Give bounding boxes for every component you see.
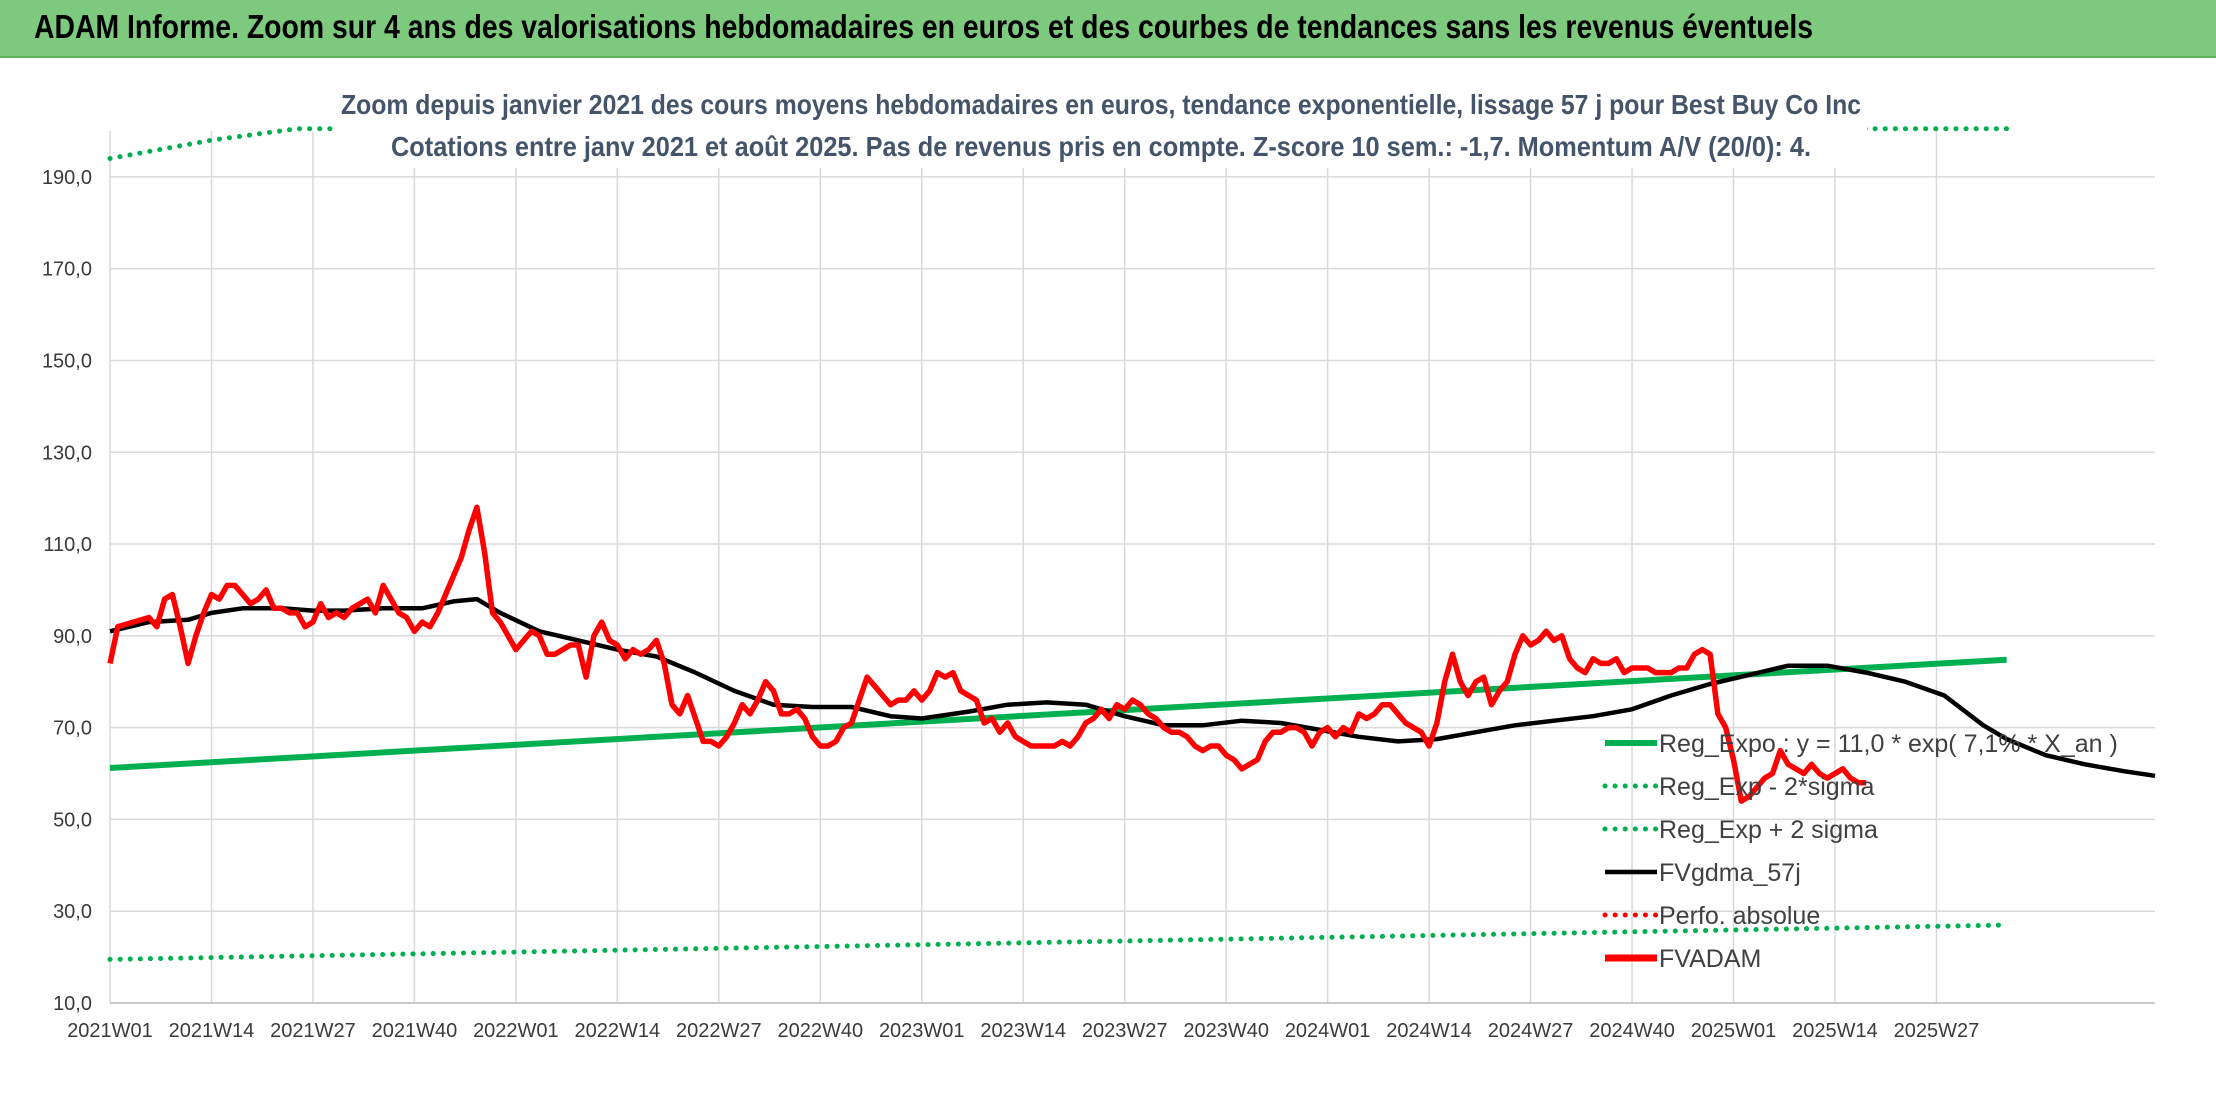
series-trend-line (109, 656, 2007, 771)
x-tick-label: 2025W01 (1691, 1020, 1777, 1042)
y-tick-label: 110,0 (43, 534, 92, 556)
x-tick-label: 2021W40 (372, 1020, 458, 1042)
x-tick-label: 2025W27 (1894, 1020, 1980, 1042)
y-tick-label: 10,0 (53, 993, 92, 1015)
series-layer (107, 126, 2156, 962)
y-tick-label: 190,0 (42, 167, 92, 189)
x-tick-label: 2021W27 (270, 1020, 356, 1042)
y-tick-label: 70,0 (53, 718, 92, 740)
legend-label: Perfo. absolue (1659, 902, 1820, 930)
series-lower-band (107, 922, 2010, 962)
legend-label: Reg_Expo : y = 11,0 * exp( 7,1% * X_an ) (1659, 730, 2118, 758)
chart-title-line2: Cotations entre janv 2021 et août 2025. … (391, 131, 1811, 162)
chart-grid (109, 131, 2155, 1004)
chart-title-line1: Zoom depuis janvier 2021 des cours moyen… (341, 89, 1861, 120)
x-tick-label: 2022W27 (676, 1020, 762, 1042)
legend-label: FVgdma_57j (1659, 859, 1801, 887)
report-title: ADAM Informe. Zoom sur 4 ans des valoris… (34, 8, 1814, 45)
y-tick-label: 90,0 (53, 626, 92, 648)
x-tick-label: 2024W14 (1386, 1020, 1472, 1042)
x-tick-label: 2024W40 (1589, 1020, 1675, 1042)
y-tick-label: 150,0 (42, 350, 92, 372)
chart-legend: Reg_Expo : y = 11,0 * exp( 7,1% * X_an )… (1602, 730, 2118, 973)
legend-label: Reg_Exp - 2*sigma (1659, 773, 1874, 801)
x-tick-label: 2021W01 (67, 1020, 153, 1042)
header-banner: ADAM Informe. Zoom sur 4 ans des valoris… (0, 0, 2216, 58)
x-tick-label: 2024W27 (1488, 1020, 1574, 1042)
x-axis: 2021W01 2021W14 2021W27 2021W40 2022W01 2022W… (67, 1002, 2155, 1042)
legend-label: Reg_Exp + 2 sigma (1659, 816, 1878, 844)
x-tick-label: 2022W14 (575, 1020, 661, 1042)
y-tick-label: 170,0 (42, 259, 92, 281)
chart-title-box (335, 80, 1867, 168)
chart-background (0, 58, 2216, 1102)
y-tick-label: 50,0 (53, 809, 92, 831)
x-tick-label: 2024W01 (1285, 1020, 1371, 1042)
y-tick-label: 130,0 (42, 442, 92, 464)
x-tick-label: 2022W40 (777, 1020, 863, 1042)
series-upper-band (107, 126, 2010, 161)
x-tick-label: 2025W14 (1792, 1020, 1878, 1042)
line-chart: 10,0 30,0 50,0 70,0 90,0 110,0 130,0 150,0 170,0… (0, 58, 2216, 1102)
x-tick-label: 2023W14 (980, 1020, 1066, 1042)
x-tick-label: 2023W27 (1082, 1020, 1168, 1042)
series-price-line (107, 504, 1867, 804)
y-tick-label: 30,0 (53, 901, 92, 923)
x-tick-label: 2023W40 (1183, 1020, 1269, 1042)
y-axis: 10,0 30,0 50,0 70,0 90,0 110,0 130,0 150,0 170,0… (42, 167, 92, 1015)
x-tick-label: 2023W01 (879, 1020, 965, 1042)
x-tick-label: 2022W01 (473, 1020, 559, 1042)
legend-label: FVADAM (1659, 945, 1761, 973)
x-tick-label: 2021W14 (169, 1020, 255, 1042)
